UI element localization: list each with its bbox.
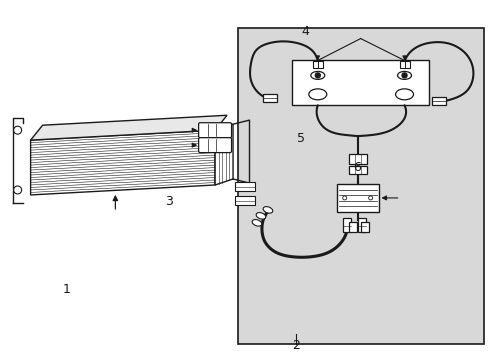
Text: 6: 6 [352, 161, 360, 174]
Text: 3: 3 [164, 195, 172, 208]
Bar [238, 28, 483, 345]
Circle shape [368, 196, 372, 200]
Circle shape [14, 186, 21, 194]
Text: 5: 5 [296, 132, 304, 145]
Circle shape [342, 196, 346, 200]
Circle shape [14, 126, 21, 134]
Ellipse shape [395, 89, 413, 100]
Ellipse shape [397, 71, 411, 80]
Bar [235, 182, 254, 191]
Circle shape [315, 73, 320, 78]
Ellipse shape [252, 220, 261, 226]
Bar [312, 62, 322, 68]
Bar [348, 166, 366, 174]
Bar [235, 196, 254, 205]
Text: 2: 2 [291, 339, 299, 352]
Bar [291, 60, 428, 105]
Text: 1: 1 [62, 283, 70, 296]
Polygon shape [31, 115, 226, 140]
Bar [431, 97, 446, 105]
Text: 4: 4 [301, 25, 309, 38]
Bar [263, 94, 276, 102]
Ellipse shape [263, 207, 272, 213]
Polygon shape [31, 130, 215, 195]
Bar [336, 184, 378, 212]
Bar [357, 218, 365, 232]
Bar [399, 62, 408, 68]
Ellipse shape [310, 71, 324, 80]
Ellipse shape [256, 212, 265, 219]
Circle shape [401, 73, 406, 78]
FancyBboxPatch shape [198, 138, 231, 153]
Bar [348, 154, 366, 164]
Ellipse shape [308, 89, 326, 100]
Bar [342, 218, 350, 232]
Polygon shape [215, 124, 233, 185]
Bar [348, 222, 356, 232]
Bar [360, 222, 368, 232]
FancyBboxPatch shape [198, 123, 231, 138]
